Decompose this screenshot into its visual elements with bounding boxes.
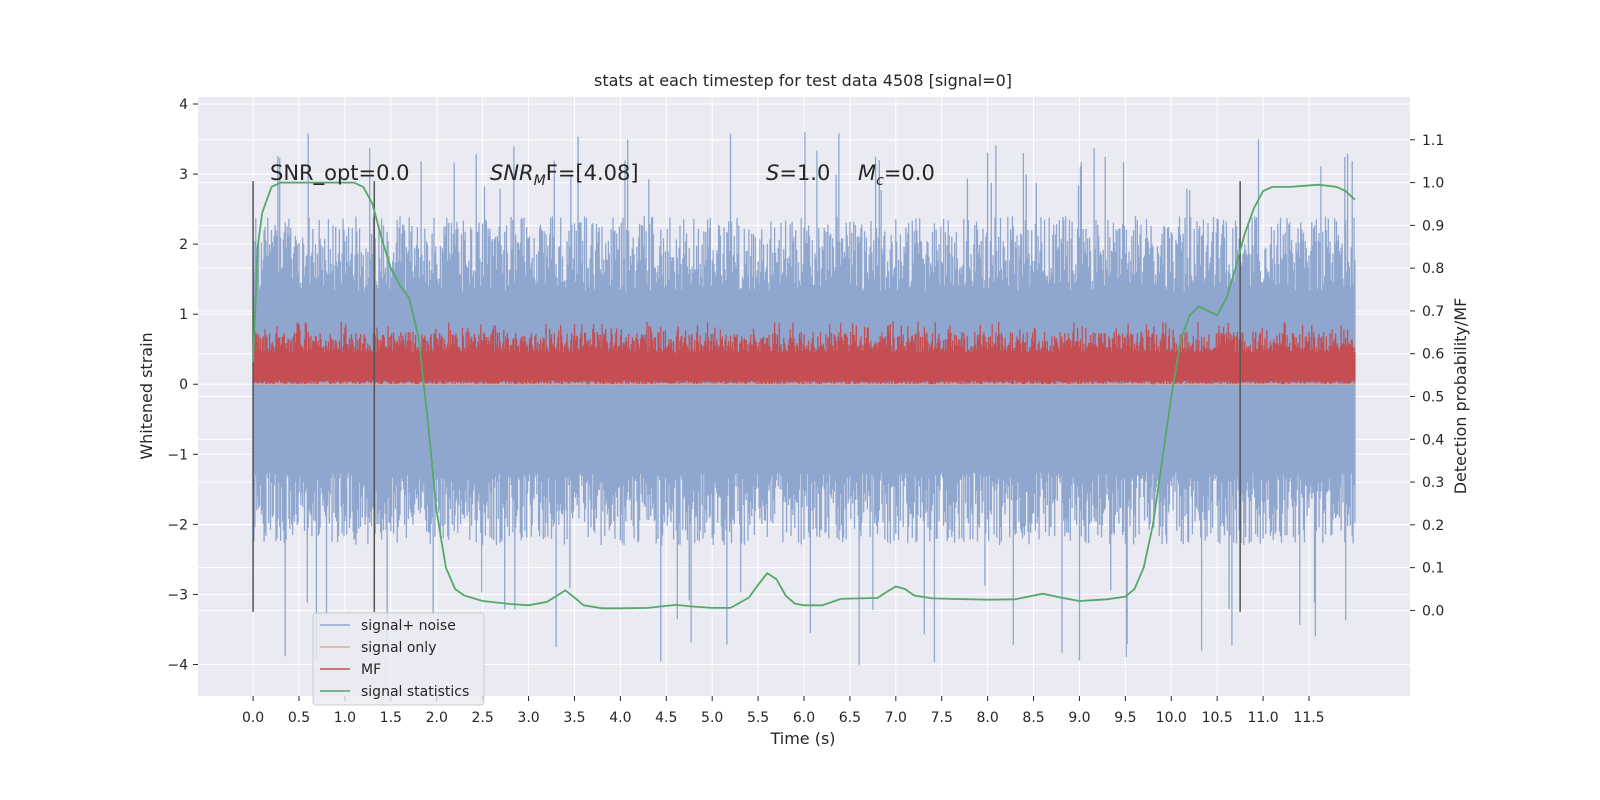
y-axis-ticks: 4 3 2 1 0 −2 −3 −4 −1 bbox=[167, 97, 198, 673]
x-tick-label: 7.5 bbox=[931, 710, 953, 726]
snr-mf-main: SNR bbox=[490, 161, 534, 185]
x-tick-label: 11.0 bbox=[1248, 710, 1279, 726]
y-right-tick-label: 0.0 bbox=[1422, 603, 1444, 619]
x-tick-label: 4.5 bbox=[655, 710, 677, 726]
x-axis-ticks: 0.0 0.5 1.0 1.5 2.0 2.5 3.0 3.5 4.0 4.5 5.0 5.5 6.0 6… bbox=[242, 696, 1325, 726]
y-axis-label: Whitened strain bbox=[137, 332, 156, 459]
y-right-tick-label: 0.6 bbox=[1422, 347, 1444, 363]
mc-rest: =0.0 bbox=[884, 161, 935, 185]
s-annotation: S=1.0 bbox=[766, 161, 830, 185]
y-tick-label: −3 bbox=[167, 587, 188, 603]
x-tick-label: 0.5 bbox=[288, 710, 310, 726]
snr-opt-annotation: SNR_opt=0.0 bbox=[270, 161, 410, 186]
snr-mf-sub: M bbox=[534, 173, 546, 189]
legend-label-signal-statistics: signal statistics bbox=[361, 684, 469, 700]
mc-label: M bbox=[858, 161, 876, 185]
x-tick-label: 11.5 bbox=[1293, 710, 1324, 726]
x-tick-label: 10.0 bbox=[1156, 710, 1187, 726]
snr-mf-annotation: SNRMF=[4.08] bbox=[490, 161, 639, 189]
mc-annotation: Mc=0.0 bbox=[858, 161, 935, 189]
y-right-tick-label: 0.4 bbox=[1422, 432, 1444, 448]
x-tick-label: 2.0 bbox=[426, 710, 448, 726]
x-tick-label: 8.0 bbox=[977, 710, 999, 726]
x-tick-label: 7.0 bbox=[885, 710, 907, 726]
series-signal-statistics bbox=[252, 181, 1356, 610]
x-tick-label: 9.0 bbox=[1068, 710, 1090, 726]
y-tick-label: 0 bbox=[179, 377, 188, 393]
x-tick-label: 3.5 bbox=[563, 710, 585, 726]
y-tick-label: 2 bbox=[179, 237, 188, 253]
y-right-axis-ticks: 1.1 1.0 0.9 0.8 0.7 0.6 0.5 0.4 0.3 0.2 0.1 0.0 bbox=[1410, 133, 1444, 619]
y-tick-label: 1 bbox=[179, 307, 188, 323]
y-tick-label: 4 bbox=[179, 97, 188, 113]
title-text: stats at each timestep for test data 450… bbox=[594, 71, 1012, 90]
s-rest: =1.0 bbox=[779, 161, 830, 185]
y-tick-label: −1 bbox=[167, 447, 188, 463]
x-tick-label: 1.0 bbox=[334, 710, 356, 726]
y-right-tick-label: 0.5 bbox=[1422, 390, 1444, 406]
x-tick-label: 1.5 bbox=[380, 710, 402, 726]
y-right-tick-label: 1.1 bbox=[1422, 133, 1444, 149]
y-right-tick-label: 0.1 bbox=[1422, 561, 1444, 577]
x-tick-label: 2.5 bbox=[472, 710, 494, 726]
legend-label-signal-only: signal only bbox=[361, 640, 436, 656]
legend-frame bbox=[312, 612, 485, 706]
y-tick-label: −4 bbox=[167, 657, 188, 673]
x-tick-label: 6.0 bbox=[793, 710, 815, 726]
legend: signal+ noise signal only MF signal stat… bbox=[312, 612, 485, 706]
y-right-axis-label: Detection probability/MF bbox=[1451, 298, 1470, 495]
s-label: S bbox=[766, 161, 779, 185]
x-axis-label: Time (s) bbox=[769, 729, 835, 748]
legend-label-mf: MF bbox=[361, 662, 381, 678]
annotations: SNR_opt=0.0 SNRMF=[4.08] S=1.0 Mc=0.0 bbox=[270, 161, 935, 189]
x-tick-label: 5.0 bbox=[701, 710, 723, 726]
x-tick-label: 0.0 bbox=[242, 710, 264, 726]
y-right-tick-label: 0.9 bbox=[1422, 218, 1444, 234]
x-tick-label: 10.5 bbox=[1202, 710, 1233, 726]
x-tick-label: 8.5 bbox=[1022, 710, 1044, 726]
stat-layer bbox=[252, 181, 1356, 610]
x-tick-label: 3.0 bbox=[517, 710, 539, 726]
y-tick-label: 3 bbox=[179, 167, 188, 183]
chart-title: stats at each timestep for test data 450… bbox=[594, 71, 1012, 90]
mc-sub: c bbox=[876, 173, 884, 189]
y-right-tick-label: 1.0 bbox=[1422, 176, 1444, 192]
y-right-tick-label: 0.3 bbox=[1422, 475, 1444, 491]
snr-mf-rest: F=[4.08] bbox=[546, 161, 639, 185]
legend-label-signal-noise: signal+ noise bbox=[361, 618, 456, 634]
y-right-tick-label: 0.8 bbox=[1422, 261, 1444, 277]
y-tick-label: −2 bbox=[167, 517, 188, 533]
y-right-tick-label: 0.7 bbox=[1422, 304, 1444, 320]
y-right-tick-label: 0.2 bbox=[1422, 518, 1444, 534]
x-tick-label: 4.0 bbox=[609, 710, 631, 726]
x-tick-label: 6.5 bbox=[839, 710, 861, 726]
x-tick-label: 9.5 bbox=[1114, 710, 1136, 726]
x-tick-label: 5.5 bbox=[747, 710, 769, 726]
